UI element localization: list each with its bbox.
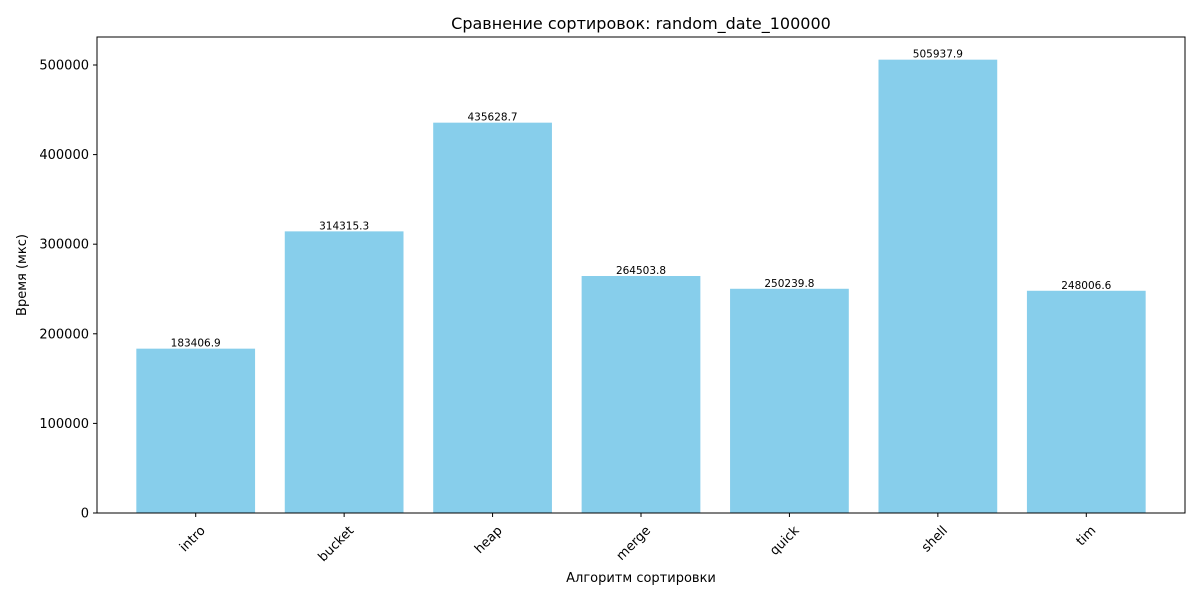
value-label-intro: 183406.9 <box>171 338 221 350</box>
value-label-heap: 435628.7 <box>468 112 518 124</box>
value-label-bucket: 314315.3 <box>319 220 369 232</box>
y-tick-label-400000: 400000 <box>39 148 89 163</box>
bar-bucket <box>284 231 404 513</box>
bar-tim <box>1026 290 1146 513</box>
x-axis-label: Алгоритм сортировки <box>566 571 716 586</box>
value-label-quick: 250239.8 <box>764 278 814 290</box>
y-axis: 0 100000 200000 300000 400000 500000 <box>39 58 97 522</box>
value-label-merge: 264503.8 <box>616 265 666 277</box>
y-tick-label-200000: 200000 <box>39 327 89 342</box>
bars-layer <box>136 59 1146 514</box>
bar-heap <box>433 122 552 514</box>
chart-title: Сравнение сортировок: random_date_100000 <box>451 14 831 34</box>
y-tick-label-0: 0 <box>81 507 89 522</box>
value-label-shell: 505937.9 <box>913 49 963 61</box>
value-label-tim: 248006.6 <box>1061 280 1111 292</box>
y-axis-label: Время (мкс) <box>15 234 30 316</box>
y-tick-label-500000: 500000 <box>39 58 89 73</box>
plot-frame <box>96 36 1186 514</box>
bar-shell <box>878 59 998 514</box>
bar-quick <box>730 288 849 513</box>
y-tick-label-100000: 100000 <box>39 417 89 432</box>
y-tick-label-300000: 300000 <box>39 238 89 253</box>
bar-intro <box>136 348 256 513</box>
value-labels-layer: 183406.9 314315.3 435628.7 264503.8 250239.8… <box>171 49 1112 350</box>
bar-merge <box>581 276 701 513</box>
